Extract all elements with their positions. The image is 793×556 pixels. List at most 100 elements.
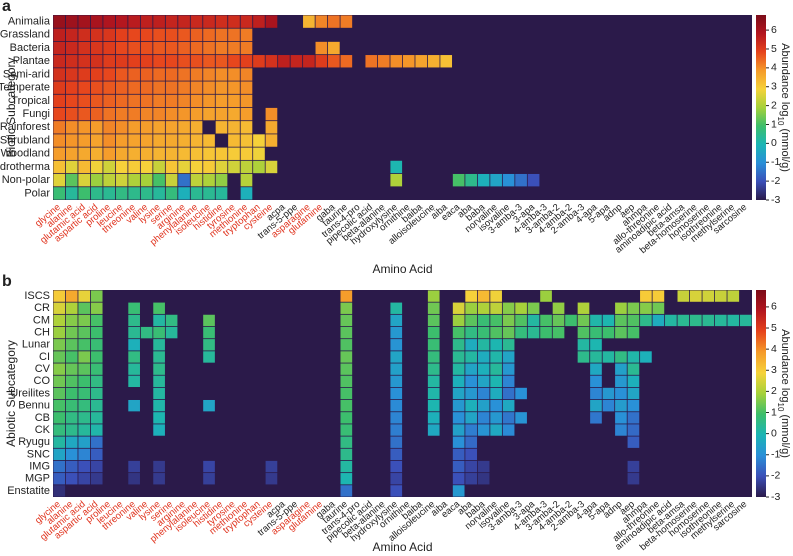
heatmap-cell [627, 302, 640, 314]
y-tick-label: Bacteria [10, 42, 51, 54]
y-tick-label: Rainforest [0, 121, 50, 133]
y-tick-label: Bennu [18, 400, 50, 412]
heatmap-cell [502, 387, 515, 400]
heatmap-cell [203, 460, 215, 473]
heatmap-cell [427, 314, 440, 327]
y-tick-label: Polar [24, 187, 50, 199]
heatmap-cell [515, 387, 527, 400]
heatmap-cell [128, 363, 140, 375]
heatmap-cell [178, 147, 190, 160]
heatmap-cell [490, 375, 502, 388]
heatmap-cell [490, 412, 502, 424]
heatmap-cell [215, 147, 228, 160]
heatmap-cell [65, 41, 78, 55]
heatmap-cell [590, 314, 602, 327]
heatmap-cell [340, 375, 353, 388]
heatmap-cell [590, 351, 602, 363]
heatmap-cell [228, 28, 240, 42]
heatmap-cell [78, 424, 91, 436]
heatmap-cell [465, 473, 477, 485]
heatmap-cell [490, 387, 502, 400]
heatmap-cell [427, 351, 440, 363]
heatmap-cell [140, 55, 153, 68]
heatmap-cell [602, 387, 615, 400]
colorbar: -3 -2 -1 0 1 2 3 4 5 6 Abundance log10 (mmol/g) [756, 290, 791, 503]
heatmap-cell [452, 339, 465, 351]
heatmap-cell [115, 81, 128, 94]
heatmap-cell [340, 326, 353, 339]
heatmap-cell [278, 55, 290, 68]
heatmap-cell [253, 15, 265, 28]
heatmap-cell [340, 302, 353, 314]
heatmap-cell [190, 81, 203, 94]
heatmap-cell [165, 326, 178, 339]
heatmap-cell [627, 436, 640, 448]
heatmap-cell [190, 173, 203, 187]
heatmap-cell [427, 55, 440, 68]
heatmap-cell [103, 160, 116, 174]
heatmap-cell [303, 55, 315, 68]
y-tick-label: ISCS [24, 290, 50, 302]
heatmap-cell [615, 363, 627, 375]
heatmap-cell [590, 387, 602, 400]
heatmap-cell [65, 424, 78, 436]
heatmap-cell [390, 339, 403, 351]
heatmap-cell [215, 41, 228, 55]
heatmap-cell [727, 290, 740, 302]
y-tick-label: Animalia [8, 16, 51, 28]
heatmap-cell [178, 94, 190, 108]
heatmap-cell [103, 55, 116, 68]
heatmap-cell [477, 399, 490, 412]
heatmap-cell [490, 314, 502, 327]
heatmap-cell [652, 314, 665, 327]
heatmap-cell [452, 375, 465, 388]
colorbar-tick-label: 0 [771, 427, 777, 439]
heatmap-cell [78, 363, 91, 375]
heatmap-cell [490, 351, 502, 363]
heatmap-cell [215, 187, 228, 200]
heatmap-cell [90, 121, 103, 134]
heatmap-cell [502, 326, 515, 339]
heatmap-cell [90, 81, 103, 94]
heatmap-cell [340, 55, 353, 68]
heatmap-cell [452, 326, 465, 339]
heatmap-cell [228, 41, 240, 55]
heatmap-cell [165, 314, 178, 327]
colorbar-tick-label: 0 [771, 137, 777, 149]
heatmap-cell [390, 485, 403, 497]
y-tick-label: IMG [29, 460, 50, 472]
heatmap-cell [502, 412, 515, 424]
heatmap-cell [53, 134, 66, 147]
y-tick-label: CK [35, 424, 51, 436]
heatmap-cell [78, 460, 91, 473]
heatmap-cell [652, 302, 665, 314]
heatmap-cell [153, 55, 165, 68]
y-tick-label: CI [39, 351, 50, 363]
heatmap-cell [128, 339, 140, 351]
heatmap-cell [190, 55, 203, 68]
heatmap-cell [590, 375, 602, 388]
heatmap-cell [78, 28, 91, 42]
heatmap-cell [477, 473, 490, 485]
heatmap-cell [477, 339, 490, 351]
heatmap-cell [53, 473, 66, 485]
heatmap-cell [190, 15, 203, 28]
heatmap-cell [265, 473, 278, 485]
heatmap-cell [515, 412, 527, 424]
heatmap-cell [90, 302, 103, 314]
heatmap-cell [53, 28, 66, 42]
colorbar-tick-label: 2 [771, 385, 777, 397]
heatmap-cell [65, 302, 78, 314]
heatmap-cell [340, 363, 353, 375]
heatmap-cell [128, 15, 140, 28]
heatmap-cell [90, 326, 103, 339]
heatmap-cell [178, 160, 190, 174]
heatmap-cell [65, 363, 78, 375]
heatmap-cell [140, 147, 153, 160]
heatmap-cell [228, 15, 240, 28]
heatmap-cell [153, 302, 165, 314]
heatmap-cell [190, 147, 203, 160]
heatmap-cell [265, 55, 278, 68]
heatmap-cell [78, 160, 91, 174]
heatmap-cell [203, 28, 215, 42]
